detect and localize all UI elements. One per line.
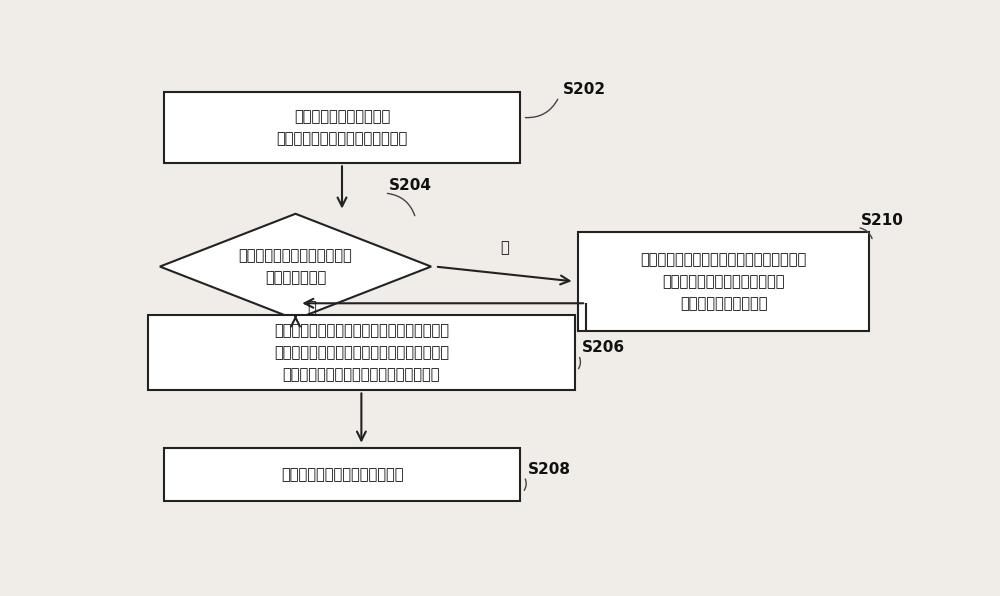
FancyBboxPatch shape [164, 448, 520, 501]
Text: S204: S204 [388, 178, 432, 193]
Text: S208: S208 [528, 461, 571, 477]
Text: 是: 是 [307, 300, 316, 315]
Text: S206: S206 [582, 340, 625, 355]
Text: 被放入食材的优先级分配模式
为权重优先模式: 被放入食材的优先级分配模式 为权重优先模式 [239, 248, 352, 285]
Text: 在获取的被放入食材的间室优先级与其所在
储物间室的间室优先级相同时，
自动进入权重优先模式: 在获取的被放入食材的间室优先级与其所在 储物间室的间室优先级相同时， 自动进入权… [641, 252, 807, 311]
FancyBboxPatch shape [148, 315, 574, 390]
Text: 在检测到被放入食材后，
获取被放入食材的优先级分配模式: 在检测到被放入食材后， 获取被放入食材的优先级分配模式 [276, 109, 408, 147]
Text: 在获取的被放入食材的权重大于其所在储物间
室内原食材中最大的权重时，至少根据其最佳
存储温度确定其所在储物间室的目标温度: 在获取的被放入食材的权重大于其所在储物间 室内原食材中最大的权重时，至少根据其最… [274, 323, 449, 382]
FancyBboxPatch shape [164, 92, 520, 163]
Text: 否: 否 [500, 240, 509, 255]
Text: S210: S210 [861, 213, 904, 228]
FancyBboxPatch shape [578, 232, 869, 331]
Text: S202: S202 [563, 82, 606, 97]
Polygon shape [160, 214, 431, 319]
Text: 驱动制冷系统按照目标温度工作: 驱动制冷系统按照目标温度工作 [281, 467, 403, 482]
